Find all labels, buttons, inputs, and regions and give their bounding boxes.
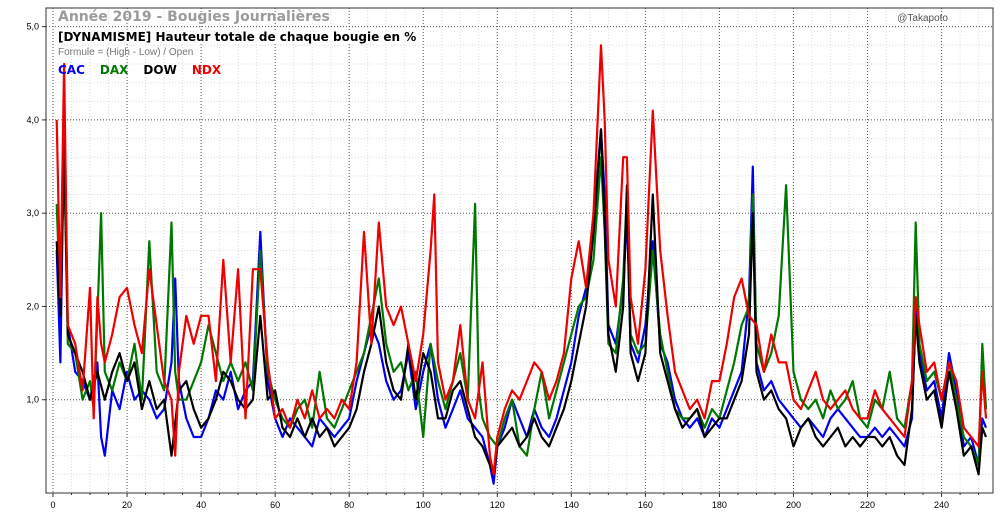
x-tick-label: 60 bbox=[270, 500, 280, 510]
watermark: @Takapoto bbox=[897, 13, 948, 24]
x-tick-label: 220 bbox=[860, 500, 875, 510]
y-tick-label: 4,0 bbox=[26, 115, 39, 125]
x-tick-label: 120 bbox=[490, 500, 505, 510]
y-tick-label: 3,0 bbox=[26, 208, 39, 218]
legend-item-dax: DAX bbox=[99, 63, 129, 77]
legend-item-cac: CAC bbox=[58, 63, 85, 77]
x-tick-label: 160 bbox=[638, 500, 653, 510]
series-line-cac bbox=[55, 128, 988, 485]
y-tick-label: 1,0 bbox=[26, 395, 39, 405]
y-tick-label: 5,0 bbox=[26, 22, 39, 32]
x-tick-label: 200 bbox=[786, 500, 801, 510]
x-tick-label: 140 bbox=[564, 500, 579, 510]
legend-item-dow: DOW bbox=[143, 63, 177, 77]
series-line-ndx bbox=[55, 44, 988, 476]
x-tick-label: 0 bbox=[50, 500, 55, 510]
legend-item-ndx: NDX bbox=[191, 63, 222, 77]
plot-frame bbox=[45, 7, 994, 494]
series-lines bbox=[55, 44, 988, 485]
x-tick-label: 180 bbox=[712, 500, 727, 510]
y-tick-label: 2,0 bbox=[26, 301, 39, 311]
legend: CAC DAX DOW NDX bbox=[58, 63, 221, 77]
chart-subtitle: [DYNAMISME] Hauteur totale de chaque bou… bbox=[58, 30, 419, 44]
series-line-dow bbox=[55, 128, 988, 476]
grid bbox=[46, 8, 993, 493]
x-tick-label: 100 bbox=[416, 500, 431, 510]
formula-note: Formule = (High - Low) / Open bbox=[58, 47, 194, 58]
x-tick-label: 40 bbox=[196, 500, 206, 510]
x-tick-label: 240 bbox=[934, 500, 949, 510]
chart-title: Année 2019 - Bougies Journalières bbox=[58, 9, 330, 25]
axes: 1,0 2,0 3,0 4,0 5,0 0 20 40 60 80 100 120 140 160 180 2… bbox=[26, 7, 994, 510]
x-tick-label: 80 bbox=[344, 500, 354, 510]
x-tick-label: 20 bbox=[122, 500, 132, 510]
